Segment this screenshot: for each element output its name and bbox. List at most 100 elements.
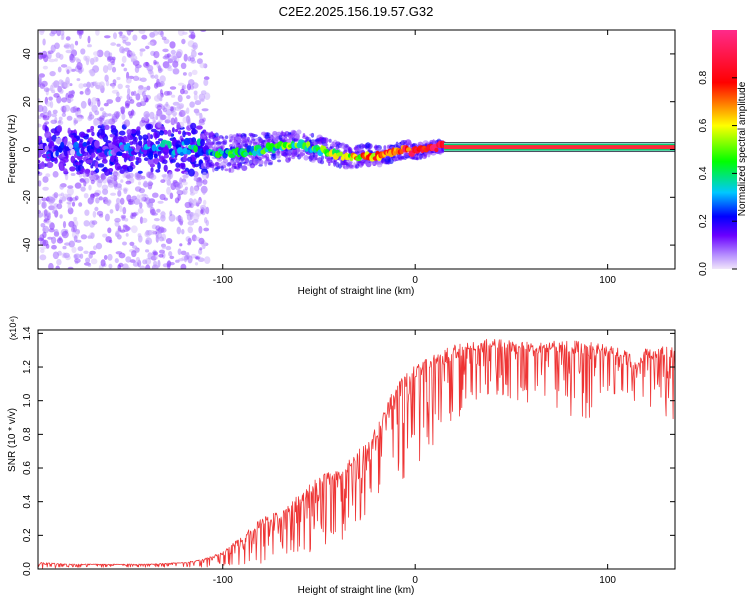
figure-title: C2E2.2025.156.19.57.G32 [279,4,434,19]
noise-speck [180,88,185,95]
x-tick-label: -100 [213,275,233,286]
ridge-blob [179,152,184,156]
noise-speck [51,134,57,142]
noise-speck [90,71,96,76]
noise-speck [125,180,132,185]
noise-speck [328,138,332,143]
noise-speck [141,175,146,180]
noise-speck [65,43,71,48]
noise-speck [126,194,132,202]
noise-speck [42,239,49,247]
noise-speck [134,66,140,73]
noise-speck [258,159,264,165]
noise-speck [75,164,81,172]
noise-speck [48,58,56,63]
noise-speck [144,231,151,238]
noise-speck [139,216,144,224]
noise-speck [97,163,105,168]
noise-speck [133,90,137,97]
noise-speck [130,91,135,96]
noise-speck [194,262,199,266]
ridge-blob [186,149,191,155]
noise-speck [123,67,128,72]
noise-speck [87,115,93,121]
noise-speck [107,253,113,261]
noise-speck [38,75,43,83]
noise-speck [48,87,55,91]
noise-speck [63,104,71,112]
noise-speck [60,192,64,197]
noise-speck [118,130,126,136]
noise-speck [114,217,121,223]
noise-speck [344,149,348,153]
noise-speck [189,101,195,108]
noise-speck [77,30,84,35]
noise-speck [74,258,81,264]
noise-speck [196,58,203,65]
noise-speck [119,46,125,54]
noise-speck [291,130,297,137]
noise-speck [150,128,157,133]
noise-speck [123,119,131,127]
noise-speck [179,243,183,247]
noise-speck [105,80,110,87]
ridge-blob [55,150,59,157]
noise-speck [208,162,215,169]
noise-speck [231,163,237,168]
noise-speck [113,111,121,118]
noise-speck [131,195,137,200]
noise-speck [81,133,87,137]
noise-speck [40,248,45,254]
noise-speck [136,129,141,137]
noise-speck [125,103,130,109]
x-tick-label: 0 [412,575,418,586]
noise-speck [103,102,109,107]
noise-speck [136,126,141,131]
noise-speck [42,225,50,234]
noise-speck [97,128,105,136]
noise-speck [42,186,49,191]
noise-speck [52,171,59,178]
noise-speck [88,184,92,191]
noise-speck [165,245,172,251]
noise-speck [196,125,203,130]
noise-speck [339,142,346,149]
noise-speck [157,65,162,72]
noise-speck [177,94,183,103]
noise-speck [180,263,187,269]
noise-speck [278,134,283,141]
noise-speck [79,91,84,95]
noise-speck [42,176,49,183]
noise-speck [93,121,98,127]
noise-speck [104,168,111,176]
noise-speck [110,192,117,196]
noise-speck [61,230,69,239]
ridge-blob [148,152,154,160]
noise-speck [244,156,248,163]
noise-speck [122,224,128,228]
noise-speck [155,113,159,121]
noise-speck [299,149,304,154]
noise-speck [241,165,248,172]
noise-speck [159,130,165,136]
noise-speck [153,51,160,59]
noise-speck [142,259,148,265]
noise-speck [120,179,124,183]
noise-speck [172,68,180,75]
noise-speck [53,93,60,98]
noise-speck [186,213,192,221]
ridge-blob [200,138,205,147]
noise-speck [44,131,52,139]
noise-speck [104,198,112,206]
noise-speck [93,245,98,250]
ridge-blob [70,148,76,156]
noise-speck [41,197,48,202]
noise-speck [140,98,145,102]
noise-speck [59,162,64,171]
noise-speck [158,236,164,242]
noise-speck [108,144,116,149]
noise-speck [67,266,74,269]
noise-speck [41,105,48,114]
noise-speck [43,87,50,93]
noise-speck [67,202,72,210]
